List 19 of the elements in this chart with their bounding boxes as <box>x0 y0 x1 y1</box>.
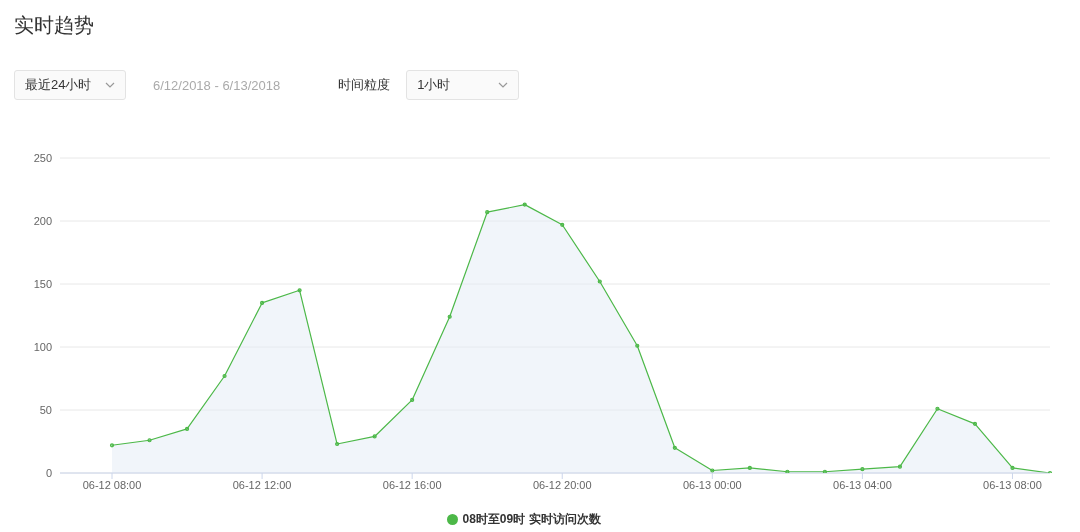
x-tick-label: 06-13 04:00 <box>833 478 892 491</box>
text: 时间粒度 <box>338 76 391 94</box>
text: 6/12/2018 - 6/13/2018 <box>153 77 281 93</box>
y-tick-label: 0 <box>45 466 52 479</box>
y-tick-label: 250 <box>33 151 52 164</box>
chart-title: 实时趋势 <box>14 13 94 38</box>
y-tick-label: 100 <box>33 340 52 353</box>
y-tick-label: 200 <box>33 214 52 227</box>
dropdown-field: 1小时 <box>406 70 520 100</box>
dropdown-field: 最近24小时 <box>14 70 126 100</box>
y-tick-label: 150 <box>33 277 52 290</box>
x-tick-label: 06-12 08:00 <box>82 478 142 491</box>
x-tick-label: 06-12 16:00 <box>382 478 442 491</box>
y-tick-label: 50 <box>39 403 52 416</box>
x-tick-label: 06-12 12:00 <box>232 478 292 491</box>
x-tick-label: 06-12 20:00 <box>532 478 592 491</box>
legend-label: 08时至09时 实时访问次数 <box>462 512 601 526</box>
x-tick-label: 06-13 08:00 <box>983 478 1042 491</box>
x-tick-label: 06-13 00:00 <box>682 478 742 491</box>
